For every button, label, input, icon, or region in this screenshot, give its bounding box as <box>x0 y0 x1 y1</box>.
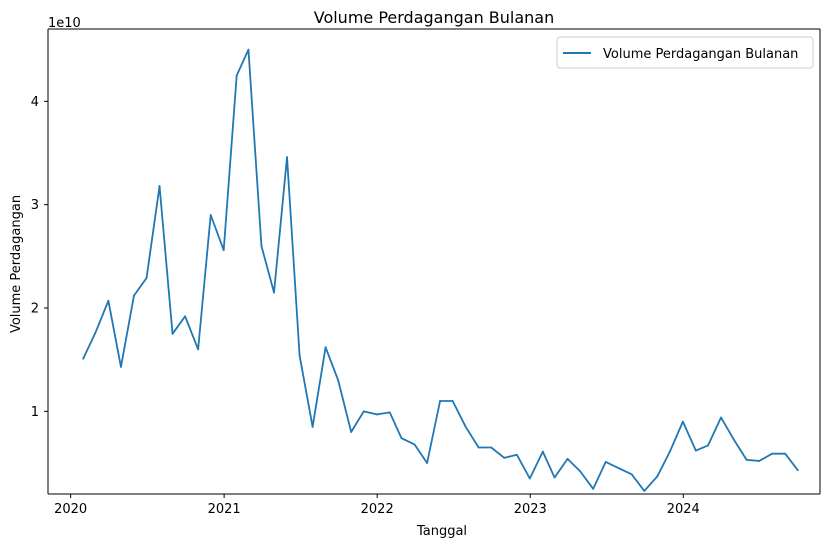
data-point <box>477 446 480 449</box>
y-axis-offset-label: 1e10 <box>48 16 81 31</box>
data-point <box>745 459 748 461</box>
data-point <box>400 437 403 440</box>
data-point <box>260 245 263 247</box>
data-point <box>630 473 633 476</box>
data-point <box>771 452 774 455</box>
data-point <box>592 487 595 490</box>
data-point <box>451 400 454 402</box>
data-point <box>298 354 301 357</box>
x-tick-label: 2020 <box>54 502 87 517</box>
data-point <box>197 348 200 351</box>
data-point <box>235 74 238 77</box>
data-point <box>668 450 671 453</box>
data-point <box>158 185 161 187</box>
data-point <box>515 453 518 456</box>
data-point <box>707 444 709 447</box>
legend: Volume Perdagangan Bulanan <box>556 36 814 69</box>
data-point <box>566 457 569 460</box>
data-point <box>324 346 327 349</box>
data-point <box>247 48 250 51</box>
data-point <box>184 315 187 318</box>
x-tick-label: 2022 <box>361 502 394 517</box>
data-point <box>413 443 416 446</box>
data-point <box>107 299 110 302</box>
data-point <box>120 366 122 368</box>
data-point <box>503 456 506 459</box>
data-point <box>490 446 493 449</box>
y-tick-label: 1 <box>31 405 39 420</box>
data-point <box>541 450 544 453</box>
axes: 2020 2021 2022 2023 2024 1 2 3 4 <box>31 28 821 517</box>
data-point <box>694 449 697 452</box>
data-point <box>426 462 428 464</box>
data-point <box>528 477 531 480</box>
legend-label: Volume Perdagangan Bulanan <box>603 47 798 62</box>
y-tick-label: 4 <box>31 95 39 110</box>
data-point <box>464 425 467 428</box>
data-point <box>273 291 275 294</box>
data-point <box>286 156 288 159</box>
data-point <box>222 249 225 252</box>
data-point <box>784 452 787 455</box>
x-axis-title: Tanggal <box>416 524 467 539</box>
x-tick-label: 2021 <box>208 502 241 517</box>
data-point <box>439 400 441 402</box>
data-point <box>375 413 378 416</box>
data-point <box>720 416 722 419</box>
data-point <box>133 294 135 297</box>
data-point <box>656 475 659 478</box>
chart-title: Volume Perdagangan Bulanan <box>314 8 555 27</box>
data-point <box>732 438 735 441</box>
data-point <box>604 461 607 463</box>
data-point <box>617 467 620 470</box>
y-axis-title: Volume Perdagangan <box>9 195 24 333</box>
data-point <box>388 411 391 414</box>
x-tick-label: 2024 <box>667 502 700 517</box>
data-point <box>209 214 212 216</box>
y-tick-label: 3 <box>31 198 39 213</box>
data-point <box>553 476 556 479</box>
data-point <box>758 460 761 462</box>
y-tick-label: 2 <box>31 302 39 317</box>
data-point <box>796 469 799 472</box>
data-point <box>350 431 353 433</box>
data-point <box>82 357 85 360</box>
data-point <box>681 420 684 423</box>
data-point <box>145 277 148 279</box>
data-point <box>171 332 174 335</box>
x-tick-label: 2023 <box>514 502 547 517</box>
plot-area <box>82 48 799 492</box>
data-point <box>643 490 646 492</box>
data-point <box>579 470 582 473</box>
data-point <box>94 331 97 334</box>
data-point <box>311 425 314 428</box>
data-point <box>337 379 340 382</box>
legend-box <box>556 36 814 69</box>
data-point <box>362 410 365 413</box>
